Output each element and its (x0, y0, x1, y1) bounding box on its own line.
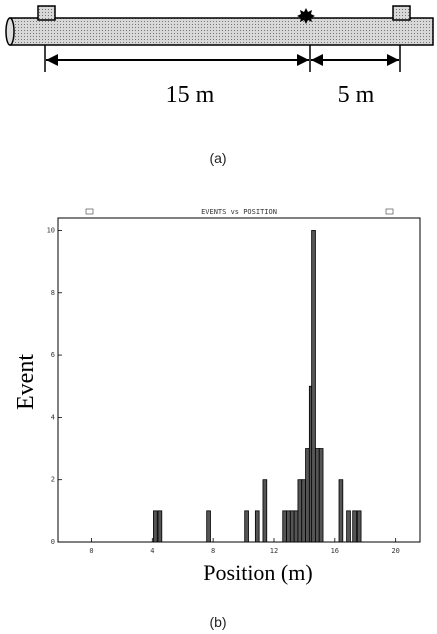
leak (297, 8, 315, 24)
bar (352, 510, 357, 543)
pipe-end (5, 17, 15, 46)
bar (305, 448, 310, 543)
corner-box (385, 208, 394, 215)
y-tick-label: 0 (51, 538, 55, 546)
y-tick-label: 8 (51, 289, 55, 297)
bar (311, 230, 316, 543)
bar (297, 479, 303, 543)
x-tick-label: 12 (270, 547, 278, 555)
bar (254, 510, 260, 543)
pipe (9, 17, 434, 46)
bar (157, 510, 163, 543)
bar (338, 479, 344, 543)
distance-label: 15 m (166, 82, 215, 108)
bar (293, 510, 299, 543)
plot-frame (57, 217, 421, 543)
bar (282, 510, 287, 543)
bar (286, 510, 291, 543)
bar (318, 448, 324, 543)
pipe-diagram: 15 m 5 m (a) (5, 5, 434, 166)
corner-box (85, 208, 94, 215)
caption: (b) (209, 614, 226, 630)
chart-title: EVENTS vs POSITION (201, 208, 277, 216)
bar (315, 448, 320, 543)
y-tick-label: 6 (51, 351, 55, 359)
chart: EVENTS vs POSITION Position (m) Event (b… (13, 208, 421, 630)
bar (301, 479, 306, 543)
x-tick-label: 4 (150, 547, 154, 555)
sensor (392, 5, 411, 21)
caption: (a) (209, 150, 226, 166)
distance-label: 5 m (338, 82, 375, 108)
y-tick-label: 4 (51, 413, 55, 421)
y-axis-label: Event (13, 354, 39, 410)
x-tick-label: 8 (211, 547, 215, 555)
y-tick-label: 10 (47, 226, 55, 234)
sensor (37, 5, 56, 21)
x-tick-label: 0 (89, 547, 93, 555)
bar (289, 510, 295, 543)
y-tick-label: 2 (51, 476, 55, 484)
bar (244, 510, 249, 543)
x-axis-label: Position (m) (203, 560, 312, 585)
bar (206, 510, 211, 543)
bar (346, 510, 351, 543)
bar (262, 479, 268, 543)
x-tick-label: 16 (331, 547, 339, 555)
bar (356, 510, 362, 543)
bar (153, 510, 158, 543)
x-tick-label: 20 (391, 547, 399, 555)
